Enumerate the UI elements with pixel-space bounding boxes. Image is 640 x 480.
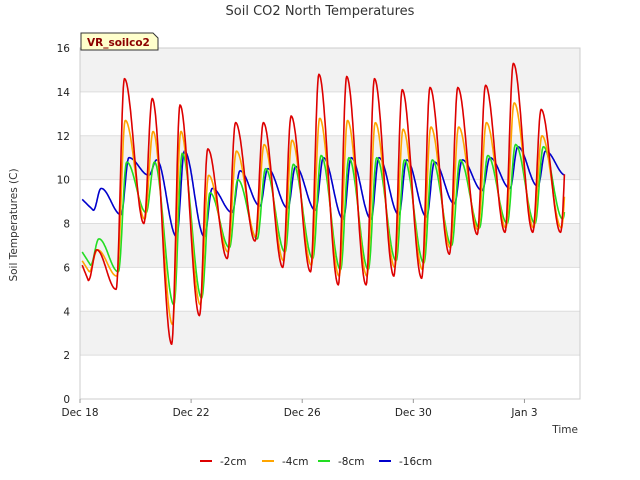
- legend-label: -16cm: [399, 456, 432, 468]
- legend-item: -8cm: [318, 456, 364, 468]
- legend-item: -16cm: [379, 456, 432, 468]
- y-tick-label: 8: [63, 219, 70, 231]
- series-lines: [81, 62, 566, 345]
- x-tick-label: Dec 30: [395, 407, 432, 419]
- y-tick-label: 10: [57, 175, 70, 187]
- plot-bands: [80, 48, 580, 356]
- legend-item: -4cm: [262, 456, 308, 468]
- x-tick-label: Dec 26: [284, 407, 321, 419]
- y-tick-label: 12: [57, 131, 70, 143]
- legend: -2cm -4cm -8cm -16cm: [200, 456, 432, 468]
- x-tick-label: Dec 18: [61, 407, 98, 419]
- legend-item: -2cm: [200, 456, 246, 468]
- y-axis-label: Soil Temperatures (C): [8, 168, 20, 281]
- plot-band: [80, 48, 580, 92]
- x-tick-label: Dec 22: [173, 407, 210, 419]
- y-tick-label: 4: [63, 306, 70, 318]
- plot-band: [80, 311, 580, 356]
- series-line-minus-2cm: [81, 62, 566, 345]
- y-tick-label: 16: [57, 43, 71, 55]
- site-badge: VR_soilco2: [80, 32, 159, 51]
- plot-frame: [79, 47, 581, 400]
- y-tick-label: 2: [63, 350, 70, 362]
- y-axis-ticks: 0 2 4 6 8 10 12 14 16: [57, 43, 71, 406]
- x-tick-label: Jan 3: [510, 407, 537, 419]
- y-tick-label: 0: [63, 394, 70, 406]
- legend-label: -2cm: [220, 456, 246, 468]
- legend-label: -8cm: [338, 456, 364, 468]
- y-tick-label: 6: [63, 262, 70, 274]
- site-badge-label: VR_soilco2: [87, 37, 150, 49]
- x-axis-label: Time: [551, 424, 578, 436]
- legend-label: -4cm: [282, 456, 308, 468]
- y-tick-label: 14: [57, 87, 71, 99]
- x-axis-ticks: Dec 18 Dec 22 Dec 26 Dec 30 Jan 3: [61, 399, 538, 419]
- chart-title: Soil CO2 North Temperatures: [226, 4, 415, 19]
